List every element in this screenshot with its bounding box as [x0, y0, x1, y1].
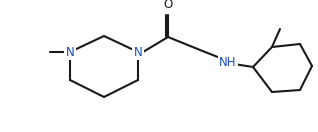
Text: N: N	[134, 46, 142, 58]
Text: NH: NH	[219, 55, 237, 69]
Text: O: O	[163, 0, 173, 11]
Text: N: N	[66, 46, 74, 58]
